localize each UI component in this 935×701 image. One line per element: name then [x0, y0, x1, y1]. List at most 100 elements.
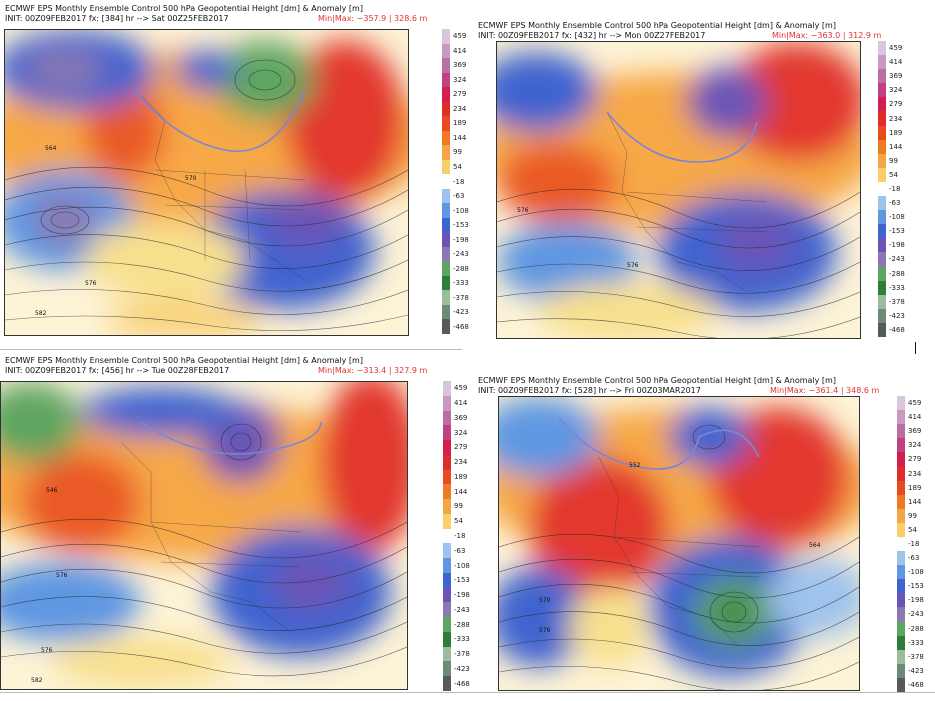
colorbar-label: 414 — [454, 399, 468, 408]
colorbar-label: -153 — [453, 221, 469, 230]
tick-mark — [915, 342, 916, 354]
contour-label: 576 — [539, 627, 551, 634]
colorbar-segment — [878, 252, 886, 268]
colorbar-segment — [443, 558, 451, 574]
colorbar-segment — [443, 381, 451, 397]
panel-title: ECMWF EPS Monthly Ensemble Control 500 h… — [5, 4, 363, 13]
colorbar-label: 144 — [454, 487, 468, 496]
colorbar-label: 414 — [889, 58, 903, 67]
colorbar-label: 369 — [454, 413, 468, 422]
colorbar: 459 414 369 324 279 234 189 144 99 54 -18 -63 -108 -1… — [878, 41, 905, 338]
colorbar-segment — [878, 294, 886, 310]
colorbar-label: 54 — [454, 517, 463, 526]
colorbar-segment — [442, 145, 450, 161]
colorbar-segment — [442, 101, 450, 117]
colorbar-segment — [897, 424, 905, 439]
colorbar-label: 234 — [453, 104, 467, 113]
colorbar-segment — [442, 275, 450, 291]
colorbar-label: 459 — [908, 399, 922, 408]
colorbar-label: 99 — [453, 148, 462, 157]
colorbar-segment — [897, 536, 905, 552]
colorbar-label: 459 — [454, 384, 468, 393]
colorbar-segment — [443, 395, 451, 411]
colorbar-label: -378 — [454, 650, 470, 659]
panel-minmax: Min|Max: −313.4 | 327.9 m — [318, 366, 428, 375]
colorbar-segment — [897, 438, 905, 453]
colorbar-label: -198 — [908, 596, 924, 605]
colorbar-segment — [897, 480, 905, 496]
colorbar-label: -18 — [454, 532, 466, 540]
colorbar-label: -423 — [454, 664, 470, 673]
colorbar-label: 234 — [889, 114, 903, 123]
colorbar-segment — [878, 69, 886, 84]
panel-title: ECMWF EPS Monthly Ensemble Control 500 h… — [478, 21, 836, 30]
colorbar-label: -108 — [908, 568, 924, 577]
colorbar-segment — [897, 466, 905, 482]
contour-label: 576 — [627, 262, 639, 269]
colorbar: 459 414 369 324 279 234 189 144 99 54 -18 -63 -108 -1… — [443, 381, 470, 692]
colorbar-label: 279 — [454, 443, 468, 452]
colorbar-segment — [897, 649, 905, 665]
colorbar-label: -243 — [453, 250, 469, 259]
colorbar-segment — [443, 484, 451, 500]
colorbar-label: -423 — [889, 311, 905, 320]
colorbar-label: 99 — [908, 511, 917, 520]
colorbar-segment — [443, 587, 451, 603]
contour-label: 576 — [56, 572, 68, 579]
colorbar-segment — [878, 125, 886, 141]
colorbar: 459 414 369 324 279 234 189 144 99 54 -18 -63 -108 -1… — [897, 396, 924, 693]
colorbar-label: -198 — [454, 591, 470, 600]
panel-title: ECMWF EPS Monthly Ensemble Control 500 h… — [5, 356, 363, 365]
colorbar-label: -63 — [453, 192, 465, 201]
colorbar-label: -153 — [908, 582, 924, 591]
colorbar-segment — [442, 217, 450, 233]
panel-init-line: INIT: 00Z09FEB2017 fx: [528] hr --> Fri … — [478, 386, 701, 395]
colorbar-segment — [443, 499, 451, 515]
contour-label: 546 — [46, 487, 58, 494]
colorbar-label: 459 — [889, 44, 903, 53]
colorbar-label: 189 — [453, 119, 467, 128]
panel-minmax: Min|Max: −363.0 | 312.9 m — [772, 31, 882, 40]
colorbar-segment — [442, 188, 450, 204]
colorbar-label: 144 — [453, 133, 467, 142]
panel-init-line: INIT: 00Z09FEB2017 fx: [432] hr --> Mon … — [478, 31, 706, 40]
colorbar-segment — [442, 72, 450, 88]
colorbar-label: 369 — [453, 61, 467, 70]
colorbar-label: -153 — [889, 227, 905, 236]
colorbar-label: -333 — [454, 635, 470, 644]
colorbar-label: 189 — [908, 483, 922, 492]
colorbar-label: 324 — [454, 428, 468, 437]
bottom-border — [0, 692, 935, 693]
colorbar-label: -18 — [908, 540, 920, 548]
colorbar-label: -108 — [453, 206, 469, 215]
colorbar-label: -243 — [908, 610, 924, 619]
colorbar-label: -333 — [453, 279, 469, 288]
colorbar-label: -288 — [454, 620, 470, 629]
forecast-panel-2: ECMWF EPS Monthly Ensemble Control 500 h… — [470, 0, 935, 345]
forecast-panel-4: ECMWF EPS Monthly Ensemble Control 500 h… — [470, 352, 935, 697]
colorbar-segment — [442, 58, 450, 74]
colorbar-segment — [878, 153, 886, 169]
colorbar-label: -378 — [889, 297, 905, 306]
colorbar-label: -18 — [889, 185, 901, 193]
colorbar-segment — [897, 410, 905, 425]
colorbar-label: 54 — [453, 162, 462, 171]
colorbar-segment — [878, 181, 886, 197]
colorbar-label: -153 — [454, 576, 470, 585]
colorbar-label: -108 — [454, 561, 470, 570]
colorbar-segment — [878, 280, 886, 296]
colorbar-segment — [443, 676, 451, 692]
colorbar-label: 279 — [908, 455, 922, 464]
forecast-panel-3: ECMWF EPS Monthly Ensemble Control 500 h… — [0, 352, 470, 697]
colorbar-segment — [878, 83, 886, 98]
colorbar-segment — [897, 579, 905, 594]
colorbar-label: -333 — [908, 638, 924, 647]
colorbar-segment — [878, 139, 886, 155]
colorbar-label: 459 — [453, 32, 467, 41]
colorbar-label: -288 — [453, 264, 469, 273]
colorbar-label: -198 — [889, 241, 905, 250]
colorbar-segment — [897, 551, 905, 566]
colorbar-label: -18 — [453, 177, 465, 186]
colorbar-segment — [443, 631, 451, 648]
contour-label: 576 — [85, 280, 97, 287]
